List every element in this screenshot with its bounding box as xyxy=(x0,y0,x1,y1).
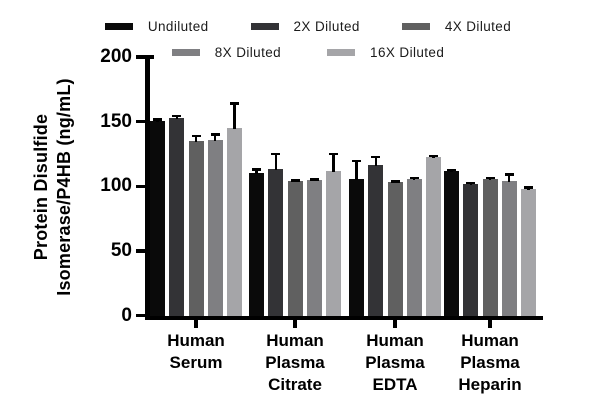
error-bar-cap xyxy=(210,133,220,136)
error-bar-cap xyxy=(290,179,300,182)
error-bar-cap xyxy=(466,181,476,185)
error-bar-line xyxy=(332,152,335,172)
error-bar-cap xyxy=(252,168,262,171)
legend-item: 8X Diluted xyxy=(171,45,282,60)
error-bar-cap xyxy=(523,186,533,189)
error-bar-cap xyxy=(229,102,239,105)
legend-label: 16X Diluted xyxy=(370,45,445,60)
legend-item: 16X Diluted xyxy=(327,45,444,60)
legend-swatch xyxy=(171,49,200,56)
legend-swatch xyxy=(401,23,430,30)
legend-label: Undiluted xyxy=(147,19,209,34)
y-tick xyxy=(136,249,145,253)
bar xyxy=(150,120,166,318)
x-tick xyxy=(293,320,297,328)
y-tick xyxy=(136,313,145,318)
x-axis-label: Human Serum xyxy=(167,331,225,372)
y-axis-line xyxy=(145,57,150,320)
legend-swatch xyxy=(104,23,133,30)
error-bar-line xyxy=(355,159,358,181)
bar xyxy=(501,181,517,318)
y-axis-title-line1: Protein Disulfide xyxy=(31,113,51,261)
legend-item: 2X Diluted xyxy=(250,19,360,34)
bar xyxy=(287,181,303,318)
error-bar-cap xyxy=(309,178,319,181)
y-tick xyxy=(136,184,145,188)
y-tick-label: 0 xyxy=(121,304,132,326)
error-bar-cap xyxy=(485,176,495,180)
error-bar-cap xyxy=(504,173,514,176)
bar xyxy=(368,164,384,318)
x-axis-line xyxy=(145,315,543,320)
y-tick-label: 200 xyxy=(100,46,132,67)
bar xyxy=(349,179,365,318)
error-bar-cap xyxy=(172,114,182,118)
error-bar-cap xyxy=(428,154,438,158)
x-axis-label: Human Plasma Citrate xyxy=(265,331,325,394)
error-bar-cap xyxy=(409,176,419,180)
bar xyxy=(306,180,322,318)
legend-row-2: 8X Diluted 16X Diluted xyxy=(8,45,600,60)
x-tick xyxy=(194,320,198,328)
error-bar-cap xyxy=(447,168,457,172)
legend-label: 8X Diluted xyxy=(214,45,282,60)
error-bar-line xyxy=(213,133,217,141)
bar xyxy=(169,118,185,318)
x-axis-label: Human Plasma Heparin xyxy=(458,331,522,394)
bar xyxy=(249,173,265,318)
legend-row-1: Undiluted 2X Diluted 4X Diluted xyxy=(8,19,600,34)
y-tick xyxy=(136,119,145,124)
legend-label: 4X Diluted xyxy=(444,19,512,34)
x-tick xyxy=(393,320,397,328)
error-bar-cap xyxy=(328,152,338,156)
bar xyxy=(444,171,460,318)
x-tick xyxy=(488,320,492,328)
legend-item: 4X Diluted xyxy=(401,19,512,34)
error-bar-cap xyxy=(352,159,362,163)
bar xyxy=(406,179,422,318)
bar xyxy=(226,128,242,318)
bar xyxy=(207,139,223,318)
error-bar-cap xyxy=(390,180,400,183)
bar xyxy=(482,179,498,318)
y-tick-label: 100 xyxy=(100,175,132,197)
error-bar-line xyxy=(274,152,278,171)
legend-swatch xyxy=(327,49,356,56)
bar xyxy=(425,157,441,318)
error-bar-line xyxy=(374,155,378,166)
x-axis-label: Human Plasma EDTA xyxy=(365,331,425,394)
y-tick xyxy=(136,55,154,59)
legend-item: Undiluted xyxy=(104,19,209,34)
legend-swatch xyxy=(250,23,279,30)
bar xyxy=(387,181,403,318)
error-bar-line xyxy=(194,134,198,142)
error-bar-cap xyxy=(271,152,281,156)
bar xyxy=(463,184,479,318)
error-bar-cap xyxy=(371,155,381,159)
bar xyxy=(520,189,536,318)
error-bar-cap xyxy=(191,134,201,138)
error-bar-line xyxy=(233,102,236,130)
bar xyxy=(325,170,341,318)
y-axis-title: Protein Disulfide Isomerase/P4HB (ng/mL) xyxy=(30,37,76,337)
legend-label: 2X Diluted xyxy=(293,19,360,34)
y-axis-title-line2: Isomerase/P4HB (ng/mL) xyxy=(54,78,74,296)
error-bar-line xyxy=(507,173,511,183)
bar xyxy=(268,169,284,318)
error-bar-cap xyxy=(153,118,163,121)
error-bar-line xyxy=(255,168,258,175)
y-tick-label: 150 xyxy=(100,110,132,132)
y-tick-label: 50 xyxy=(110,239,132,261)
bar xyxy=(188,141,204,318)
